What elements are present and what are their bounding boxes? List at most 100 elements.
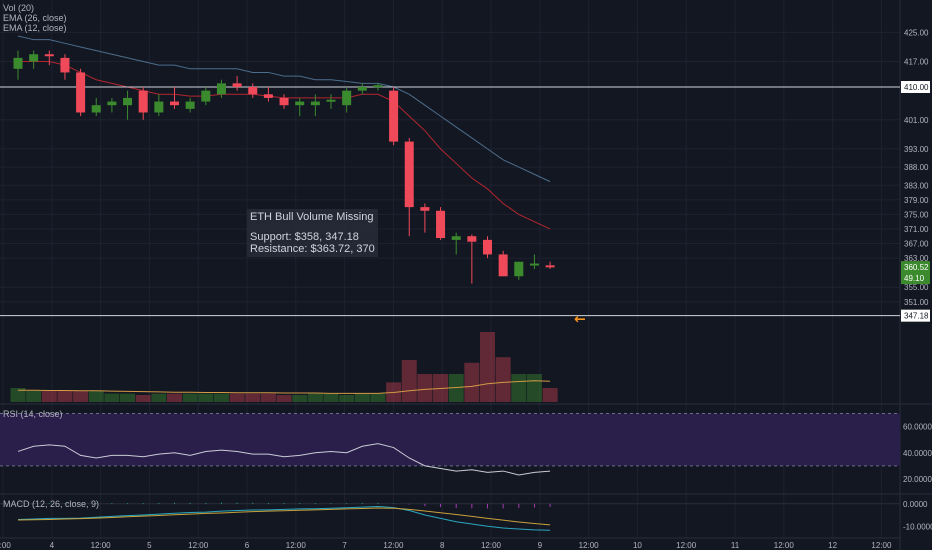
candle-body (248, 87, 258, 95)
volume-bar (120, 393, 136, 402)
volume-bar (448, 374, 464, 402)
macd-tick-label: -10.0000 (903, 522, 932, 531)
price-badge-label: 49.10 (904, 274, 925, 283)
volume-bar (292, 395, 308, 402)
candle-body (498, 254, 508, 277)
volume-bar (88, 390, 104, 402)
price-tick-label: 351.00 (904, 298, 929, 307)
volume-bar (339, 395, 355, 402)
candle-body (373, 85, 383, 88)
rsi-tick-label: 20.0000 (903, 475, 932, 484)
price-badge (901, 309, 930, 322)
candle-body (279, 97, 289, 106)
volume-bar (417, 374, 433, 402)
candle-body (514, 261, 524, 277)
time-tick-label: 5 (147, 541, 152, 550)
price-tick-label: 383.00 (904, 181, 929, 190)
price-tick-label: 355.00 (904, 283, 929, 292)
price-tick-label: 401.00 (904, 116, 929, 125)
candle-body (420, 207, 430, 211)
time-tick-label: 12:00 (774, 541, 795, 550)
volume-bar (480, 332, 495, 402)
volume-bar (370, 393, 386, 402)
time-tick-label: 2:00 (0, 541, 11, 550)
volume-bar (167, 393, 182, 402)
price-tick-label: 379.00 (904, 196, 929, 205)
time-tick-label: 12:00 (676, 541, 697, 550)
volume-bar (495, 357, 511, 402)
rsi-indicator-label: RSI (14, close) (3, 409, 63, 419)
volume-bar (41, 390, 57, 402)
volume-bar (198, 393, 214, 402)
annotation-resistance: Resistance: $363.72, 370 (250, 243, 375, 255)
volume-bar (26, 390, 42, 402)
candle-body (310, 101, 320, 106)
candle-body (389, 90, 399, 142)
chart-annotation[interactable]: ETH Bull Volume Missing Support: $358, 3… (247, 209, 378, 257)
candle-body (13, 57, 23, 69)
price-tick-label: 363.00 (904, 254, 929, 263)
time-tick-label: 12:00 (188, 541, 209, 550)
time-tick-label: 12:00 (871, 541, 892, 550)
candle-body (295, 101, 305, 106)
candle-body (529, 263, 539, 266)
candle-body (29, 54, 39, 62)
rsi-line (17, 443, 551, 476)
time-tick-label: 4 (50, 541, 55, 550)
volume-bar (245, 393, 261, 402)
volume-bar (401, 360, 417, 402)
macd-signal-line (17, 507, 551, 526)
volume-bar (10, 388, 26, 402)
candle-body (404, 141, 414, 208)
candle-body (185, 101, 195, 109)
macd-indicator-label: MACD (12, 26, close, 9) (3, 499, 100, 509)
time-tick-label: 7 (342, 541, 347, 550)
time-tick-label: 6 (245, 541, 250, 550)
time-tick-label: 12:00 (579, 541, 600, 550)
volume-bar (464, 362, 480, 402)
price-badge (901, 272, 930, 285)
candle-body (232, 83, 242, 87)
arrow-marker: ← (574, 312, 586, 328)
volume-bar (307, 393, 323, 402)
time-tick-label: 10 (633, 541, 642, 550)
price-tick-label: 375.00 (904, 210, 929, 219)
time-tick-label: 11 (731, 541, 740, 550)
price-tick-label: 388.00 (904, 163, 929, 172)
volume-ma-line (18, 380, 551, 394)
volume-bar (73, 390, 89, 402)
price-badge-label: 347.18 (904, 312, 929, 321)
candle-body (138, 90, 148, 113)
vol-indicator-label: Vol (20) (3, 3, 35, 13)
macd-line (17, 505, 551, 531)
rsi-tick-label: 60.0000 (903, 423, 932, 432)
volume-bar (229, 393, 245, 402)
price-tick-label: 367.00 (904, 240, 929, 249)
candle-body (342, 90, 352, 106)
price-tick-label: 417.00 (904, 58, 929, 67)
time-tick-label: 12:00 (383, 541, 404, 550)
volume-bar (104, 393, 120, 402)
time-tick-label: 8 (440, 541, 445, 550)
ema12-indicator-label: EMA (12, close) (3, 23, 67, 33)
volume-bar (135, 395, 151, 402)
annotation-support: Support: $358, 347.18 (250, 231, 359, 243)
time-tick-label: 12:00 (91, 541, 112, 550)
candle-body (263, 94, 273, 98)
candle-body (451, 236, 461, 240)
candle-body (154, 101, 164, 113)
price-tick-label: 393.00 (904, 145, 929, 154)
candle-body (357, 87, 367, 91)
candle-body (107, 101, 117, 106)
volume-bar (354, 393, 370, 402)
candle-body (60, 57, 70, 73)
candle-body (483, 239, 492, 255)
price-badge-label: 410.00 (904, 83, 929, 92)
volume-bar (276, 395, 292, 402)
candle-body (91, 105, 101, 113)
rsi-band (0, 413, 900, 466)
rsi-tick-label: 40.0000 (903, 449, 932, 458)
time-tick-label: 9 (538, 541, 543, 550)
time-tick-label: 12:00 (481, 541, 502, 550)
